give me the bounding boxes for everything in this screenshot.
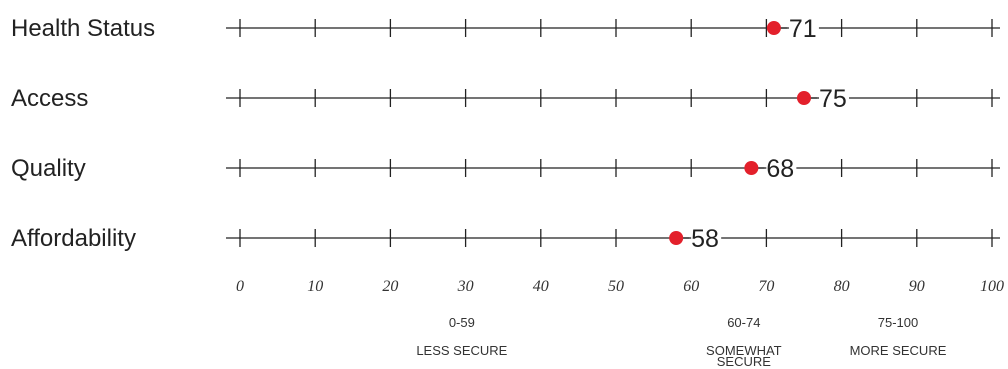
value-label-bg-health-status (786, 14, 819, 42)
data-point-health-status (766, 21, 781, 35)
band-range-2: 75-100 (878, 315, 918, 330)
band-label-0-0: LESS SECURE (416, 343, 507, 358)
x-tick-label-30: 30 (457, 278, 474, 295)
x-tick-label-10: 10 (307, 278, 323, 295)
x-tick-label-90: 90 (909, 278, 925, 295)
data-point-quality (744, 161, 759, 175)
x-tick-label-20: 20 (382, 278, 398, 295)
data-point-affordability (669, 231, 684, 245)
x-tick-label-50: 50 (608, 278, 624, 295)
category-label-health-status: Health Status (11, 15, 155, 42)
value-label-access: 75 (819, 85, 847, 113)
x-tick-label-100: 100 (980, 278, 1004, 295)
value-label-quality: 68 (766, 155, 794, 183)
band-label-1-1: SECURE (717, 354, 772, 369)
band-range-1: 60-74 (727, 315, 760, 330)
x-tick-label-60: 60 (683, 278, 699, 295)
band-range-0: 0-59 (449, 315, 475, 330)
x-tick-label-80: 80 (834, 278, 850, 295)
value-label-bg-access (817, 84, 849, 112)
category-label-affordability: Affordability (11, 225, 136, 252)
x-tick-label-40: 40 (533, 278, 549, 295)
data-point-access (797, 91, 811, 105)
category-label-access: Access (11, 85, 88, 112)
x-tick-label-0: 0 (236, 278, 244, 295)
category-label-quality: Quality (11, 155, 86, 182)
value-label-bg-quality (764, 154, 797, 182)
band-label-2-0: MORE SECURE (850, 343, 947, 358)
value-label-bg-affordability (689, 224, 722, 252)
value-label-health-status: 71 (789, 15, 817, 43)
x-tick-label-70: 70 (758, 278, 774, 295)
band-label-1-0: SOMEWHAT (706, 343, 782, 358)
value-label-affordability: 58 (691, 225, 719, 253)
